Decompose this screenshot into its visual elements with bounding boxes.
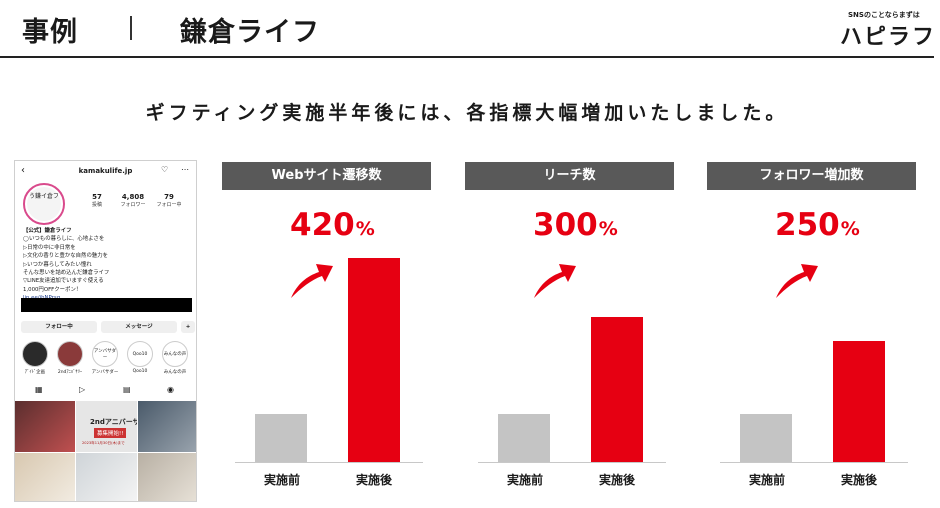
chart-baseline <box>720 462 908 463</box>
chart-title-web-transitions: Webサイト遷移数 <box>222 162 431 190</box>
stat-following[interactable]: 79 フォロー中 <box>149 193 189 208</box>
bio-line: ▷文化の香りと豊かな自然の魅力を <box>23 253 109 260</box>
highlight-label: Qoo10 <box>132 369 148 374</box>
post-thumbnail[interactable] <box>138 401 196 452</box>
x-label-after: 実施後 <box>355 473 392 487</box>
increase-label: 420% <box>290 207 375 243</box>
chart-baseline <box>478 462 666 463</box>
highlight-label: ｱﾞｲﾄﾞ企画 <box>24 370 46 375</box>
chart-baseline <box>235 462 423 463</box>
chart-title-follower-increase: フォロワー増加数 <box>707 162 916 190</box>
bio-line: ▷日常の中に非日常を <box>23 244 76 251</box>
highlight-label: 2ndｱﾆﾊﾞｻﾘｰ <box>57 370 83 375</box>
post-thumbnail[interactable] <box>15 453 75 501</box>
page-title: 事例 <box>22 17 78 48</box>
bio-line: ▽LINE友達追加でいますぐ使える <box>23 278 104 285</box>
instagram-profile-screenshot: ‹ kamakulife.jp ♡ ⋯ う鎌イ倉フ 57 投稿 4,808 フォ… <box>14 160 197 502</box>
bio-line: 1,000円OFFクーポン！ <box>23 286 82 293</box>
post-grid: 2ndアニバーサリー 募集開始!! 2023年11月30日(木)まで <box>15 401 196 501</box>
x-label-before: 実施前 <box>506 473 543 487</box>
post-thumbnail[interactable] <box>15 401 75 452</box>
case-name: 鎌倉ライフ <box>180 17 320 48</box>
post-thumbnail[interactable] <box>76 453 137 501</box>
avatar[interactable]: う鎌イ倉フ <box>23 183 65 225</box>
stat-value: 79 <box>164 193 174 201</box>
profile-topbar: ‹ kamakulife.jp ♡ ⋯ <box>15 165 196 179</box>
stat-followers[interactable]: 4,808 フォロワー <box>113 193 153 208</box>
highlight-circle: アンバサダー <box>92 341 118 367</box>
increase-label: 300% <box>533 207 618 243</box>
title-divider <box>130 16 132 40</box>
highlight-item[interactable]: アンバサダー アンバサダー <box>91 341 119 375</box>
bio-line: そんな思いを詰め込んだ鎌倉ライフ <box>23 270 110 277</box>
redaction-bar <box>21 298 192 312</box>
brand-logo: ハピラフ <box>840 25 937 50</box>
more-icon[interactable]: ⋯ <box>181 165 189 174</box>
bar-before <box>255 413 307 462</box>
bar-after <box>591 316 643 462</box>
up-arrow-icon <box>291 264 333 298</box>
highlight-item[interactable]: みんなの声 みんなの声 <box>161 341 189 375</box>
chart-title-reach: リーチ数 <box>465 162 674 190</box>
post-thumbnail[interactable] <box>138 453 196 501</box>
guide-icon[interactable]: ▤ <box>123 385 131 394</box>
post-badge: 募集開始!! <box>94 428 127 438</box>
post-date: 2023年11月30日(木)まで <box>82 441 125 445</box>
stat-label: フォロワー <box>120 202 146 208</box>
up-arrow-icon <box>534 264 576 298</box>
bar-before <box>740 413 792 462</box>
bell-icon[interactable]: ♡ <box>161 165 169 174</box>
highlight-item[interactable]: ｱﾞｲﾄﾞ企画 <box>21 341 49 375</box>
highlight-item[interactable]: 2ndｱﾆﾊﾞｻﾘｰ <box>56 341 84 375</box>
bio-line: ◯いつもの暮らしに、心地よさを <box>23 236 105 243</box>
following-button[interactable]: フォロー中 <box>21 321 97 333</box>
highlight-circle <box>57 341 83 367</box>
stat-label: フォロー中 <box>156 202 182 208</box>
headline: ギフティング実施半年後には、各指標大幅増加いたしました。 <box>145 102 789 124</box>
increase-unit: % <box>598 218 618 240</box>
highlight-circle: Qoo10 <box>127 341 153 367</box>
grid-icon[interactable]: ▦ <box>35 385 43 394</box>
highlight-circle <box>22 341 48 367</box>
tagged-icon[interactable]: ◉ <box>167 385 174 394</box>
increase-label: 250% <box>775 207 860 243</box>
post-thumbnail[interactable]: 2ndアニバーサリー 募集開始!! 2023年11月30日(木)まで <box>76 401 137 452</box>
back-icon[interactable]: ‹ <box>21 165 25 176</box>
highlight-label: みんなの声 <box>163 370 187 375</box>
increase-value: 420 <box>290 207 355 243</box>
increase-unit: % <box>355 218 375 240</box>
bar-before <box>498 413 550 462</box>
increase-unit: % <box>840 218 860 240</box>
avatar-logo: う鎌イ倉フ <box>27 187 61 221</box>
highlight-circle: みんなの声 <box>162 341 188 367</box>
x-label-before: 実施前 <box>748 473 785 487</box>
profile-bio: 【公式】鎌倉ライフ ◯いつもの暮らしに、心地よさを ▷日常の中に非日常を ▷文化… <box>23 227 193 303</box>
bar-after <box>833 340 885 462</box>
x-label-after: 実施後 <box>598 473 635 487</box>
stat-value: 57 <box>92 193 102 201</box>
up-arrow-icon <box>776 264 818 298</box>
profile-tabs: ▦ ▷ ▤ ◉ <box>15 385 196 399</box>
logo-tagline: SNSのことならまずは <box>848 11 920 19</box>
stat-posts[interactable]: 57 投稿 <box>77 193 117 208</box>
highlight-label: アンバサダー <box>91 370 119 375</box>
bar-after <box>348 258 400 462</box>
x-label-before: 実施前 <box>263 473 300 487</box>
x-label-after: 実施後 <box>840 473 877 487</box>
stat-value: 4,808 <box>121 193 145 201</box>
bio-line: ▷いつか暮らしてみたい憧れ <box>23 261 92 268</box>
message-button[interactable]: メッセージ <box>101 321 177 333</box>
highlight-item[interactable]: Qoo10 Qoo10 <box>126 341 154 374</box>
increase-value: 300 <box>533 207 598 243</box>
add-user-button[interactable]: + <box>181 321 195 333</box>
stat-label: 投稿 <box>91 202 102 208</box>
profile-username: kamakulife.jp <box>78 167 133 175</box>
post-headline: 2ndアニバーサリー <box>90 418 137 426</box>
bio-line: 【公式】鎌倉ライフ <box>23 228 72 234</box>
reels-icon[interactable]: ▷ <box>79 385 86 394</box>
header-rule <box>0 56 934 58</box>
increase-value: 250 <box>775 207 840 243</box>
